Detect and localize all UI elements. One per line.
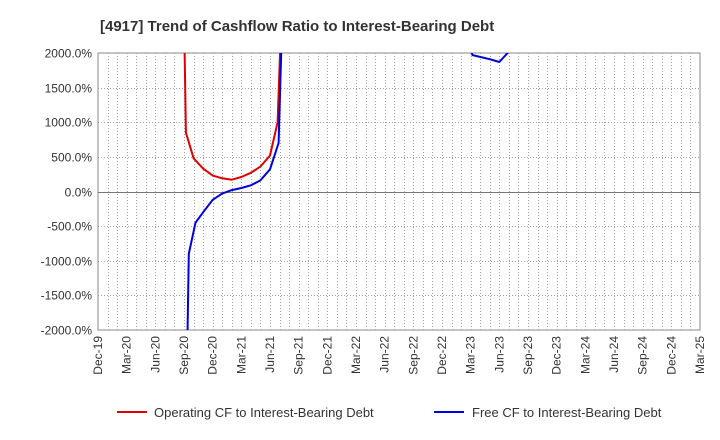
x-tick-label: Dec-21 [320, 336, 334, 375]
x-tick-label: Dec-19 [91, 336, 105, 375]
x-tick-label: Dec-20 [206, 336, 220, 375]
x-tick-label: Jun-22 [378, 336, 392, 373]
x-tick-label: Sep-20 [177, 336, 191, 375]
x-tick-label: Mar-23 [464, 336, 478, 374]
y-tick-label: -500.0% [47, 220, 92, 234]
y-tick-label: 1500.0% [45, 82, 93, 96]
y-tick-label: 500.0% [51, 151, 92, 165]
chart-title: [4917] Trend of Cashflow Ratio to Intere… [100, 18, 494, 35]
x-tick-label: Sep-24 [636, 336, 650, 375]
plot-area [97, 52, 701, 331]
legend-label-free-cf: Free CF to Interest-Bearing Debt [472, 405, 662, 420]
grid-layer [97, 52, 701, 331]
y-tick-label: -1000.0% [41, 255, 93, 269]
series-line-1 [186, 53, 283, 330]
series-line-2 [470, 53, 509, 63]
y-tick-label: -2000.0% [41, 324, 93, 338]
axis-layer: 2000.0% 1500.0% 1000.0% 500.0% 0.0% -500.0% -1… [41, 47, 707, 375]
x-tick-label: Jun-20 [148, 336, 162, 373]
y-tick-label: -1500.0% [41, 289, 93, 303]
legend-label-operating-cf: Operating CF to Interest-Bearing Debt [154, 405, 374, 420]
x-tick-label: Mar-20 [120, 336, 134, 374]
series-layer [183, 53, 509, 330]
series-line-0 [183, 53, 282, 181]
x-tick-label: Mar-24 [578, 336, 592, 374]
x-tick-label: Dec-22 [435, 336, 449, 375]
x-tick-label: Jun-24 [607, 336, 621, 373]
x-tick-label: Mar-22 [349, 336, 363, 374]
x-tick-label: Sep-23 [521, 336, 535, 375]
y-tick-label: 1000.0% [45, 116, 93, 130]
x-tick-label: Jun-21 [263, 336, 277, 373]
x-tick-label: Sep-21 [292, 336, 306, 375]
x-tick-label: Mar-21 [234, 336, 248, 374]
x-tick-label: Dec-24 [664, 336, 678, 375]
x-tick-label: Jun-23 [492, 336, 506, 373]
y-tick-label: 0.0% [65, 186, 93, 200]
x-tick-label: Dec-23 [550, 336, 564, 375]
legend: Operating CF to Interest-Bearing Debt Fr… [117, 405, 662, 420]
x-tick-label: Sep-22 [406, 336, 420, 375]
y-tick-label: 2000.0% [45, 47, 93, 61]
x-tick-label: Mar-25 [693, 336, 707, 374]
